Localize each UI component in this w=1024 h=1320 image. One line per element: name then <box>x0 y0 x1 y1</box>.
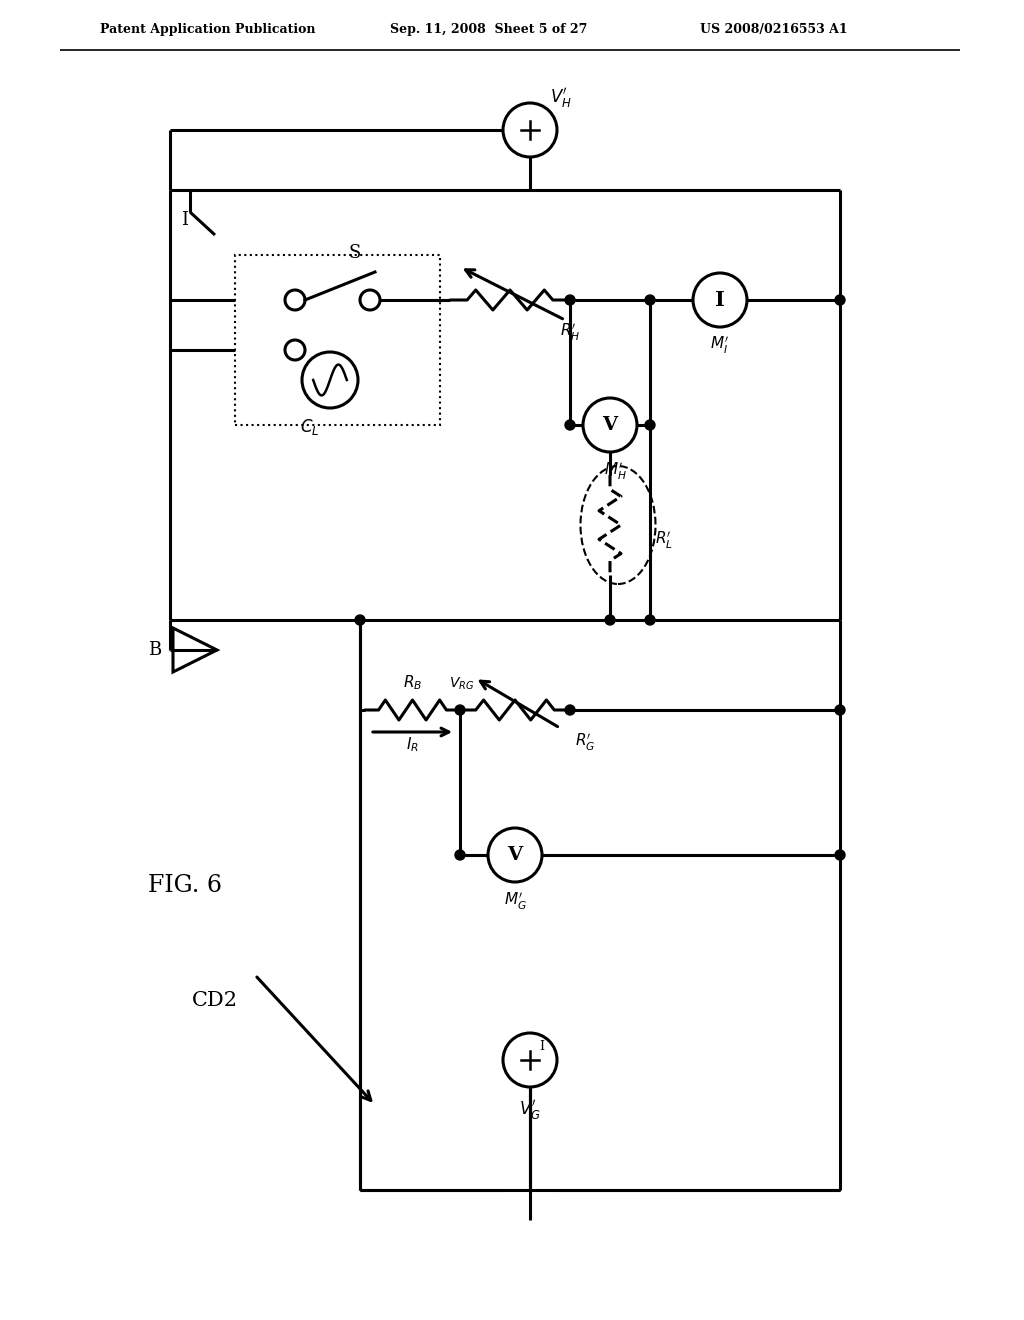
Circle shape <box>645 294 655 305</box>
Text: $R_B$: $R_B$ <box>402 673 422 692</box>
Circle shape <box>285 341 305 360</box>
Text: $R_H'$: $R_H'$ <box>560 322 581 343</box>
Circle shape <box>302 352 358 408</box>
Text: S: S <box>349 244 361 261</box>
Circle shape <box>285 290 305 310</box>
Text: V: V <box>602 416 617 434</box>
Text: FIG. 6: FIG. 6 <box>148 874 222 896</box>
Circle shape <box>565 420 575 430</box>
Text: B: B <box>147 642 161 659</box>
Text: $M_I'$: $M_I'$ <box>711 335 729 356</box>
Circle shape <box>355 615 365 624</box>
Circle shape <box>835 850 845 861</box>
Text: Sep. 11, 2008  Sheet 5 of 27: Sep. 11, 2008 Sheet 5 of 27 <box>390 24 588 37</box>
Circle shape <box>360 290 380 310</box>
Text: V: V <box>508 846 522 865</box>
Bar <box>234 255 440 425</box>
Text: $I_R$: $I_R$ <box>407 735 419 754</box>
Text: $C_L$: $C_L$ <box>300 417 319 437</box>
Circle shape <box>455 850 465 861</box>
Circle shape <box>835 705 845 715</box>
Circle shape <box>605 615 615 624</box>
Text: $V_{RG}$: $V_{RG}$ <box>450 676 475 692</box>
Circle shape <box>583 399 637 451</box>
Text: US 2008/0216553 A1: US 2008/0216553 A1 <box>700 24 848 37</box>
Text: Patent Application Publication: Patent Application Publication <box>100 24 315 37</box>
Text: $M_H'$: $M_H'$ <box>603 461 627 482</box>
Circle shape <box>645 420 655 430</box>
Text: I: I <box>540 1040 545 1052</box>
Text: $V_H'$: $V_H'$ <box>550 86 571 110</box>
Circle shape <box>835 294 845 305</box>
Circle shape <box>645 615 655 624</box>
Text: I: I <box>181 211 188 228</box>
Circle shape <box>693 273 746 327</box>
Text: $R_G'$: $R_G'$ <box>575 733 595 754</box>
Text: $V_G'$: $V_G'$ <box>519 1098 541 1122</box>
Text: $M_{G}'$: $M_{G}'$ <box>504 891 526 912</box>
Circle shape <box>565 294 575 305</box>
Circle shape <box>503 1034 557 1086</box>
Circle shape <box>488 828 542 882</box>
Text: $R_L'$: $R_L'$ <box>655 529 673 550</box>
Text: CD2: CD2 <box>193 990 238 1010</box>
Circle shape <box>455 705 465 715</box>
Text: I: I <box>715 290 725 310</box>
Circle shape <box>503 103 557 157</box>
Circle shape <box>565 705 575 715</box>
